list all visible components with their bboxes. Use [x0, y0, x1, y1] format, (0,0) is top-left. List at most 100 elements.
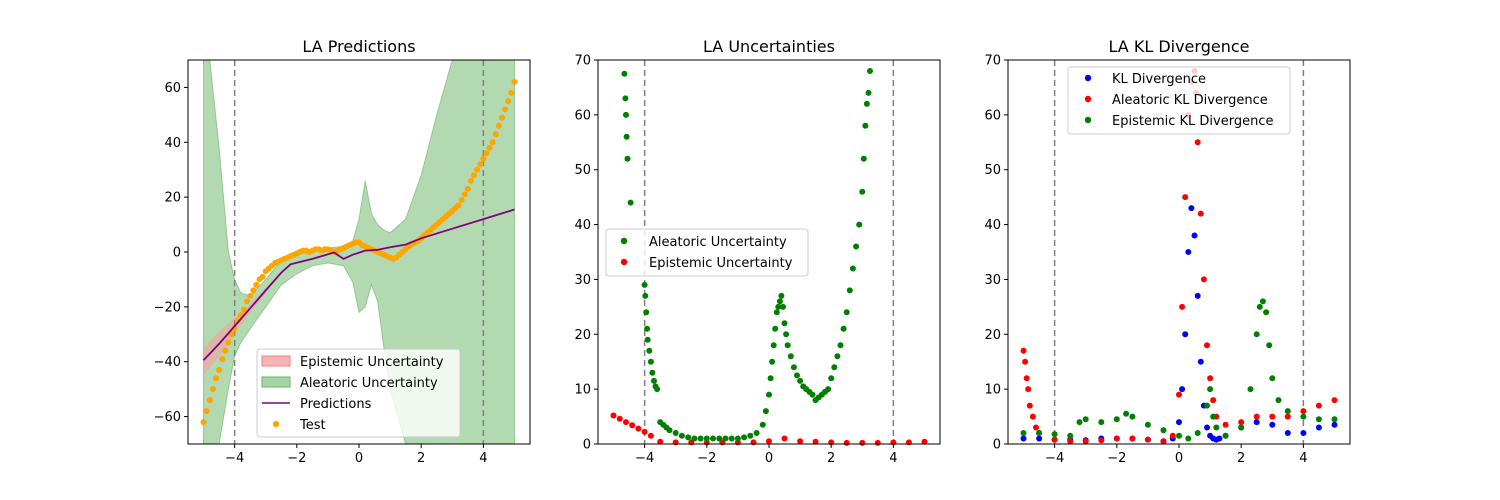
chart-panel-kl-divergence: LA KL Divergence −4 −2 0 2 4010203040506070 …: [984, 37, 1351, 466]
aleatoric-uncertainty-point: [644, 336, 651, 343]
aleatoric-uncertainty-point: [859, 188, 866, 195]
aleatoric-uncertainty-point: [769, 358, 776, 365]
aleatoric-uncertainty-point: [647, 358, 654, 365]
test-point: [502, 106, 509, 113]
epistemic-uncertainty-point: [647, 432, 654, 439]
aleatoric-kl-point: [1269, 413, 1276, 420]
epistemic-kl-point: [1259, 298, 1266, 305]
kl-divergence-point: [1194, 292, 1201, 299]
aleatoric-kl-point: [1082, 438, 1089, 445]
test-point: [483, 150, 490, 157]
epistemic-kl-point: [1213, 424, 1220, 431]
aleatoric-uncertainty-point: [837, 342, 844, 349]
chart-panel-uncertainties: LA Uncertainties −4 −2 0 2 4010203040506070 …: [574, 37, 941, 466]
aleatoric-uncertainty-point: [759, 421, 766, 428]
plot-area: [200, 60, 518, 444]
y-tick-label: 60: [984, 108, 1001, 123]
epistemic-kl-point: [1331, 416, 1338, 423]
aleatoric-uncertainty-point: [672, 430, 679, 436]
epistemic-kl-point: [1036, 430, 1043, 436]
y-tick-label: 30: [574, 273, 591, 288]
aleatoric-uncertainty-point: [840, 325, 847, 332]
legend-swatch-aleatoric: [261, 376, 291, 388]
epistemic-uncertainty-point: [610, 412, 617, 419]
x-tick-label: 0: [355, 451, 363, 466]
y-tick-label: 70: [574, 54, 591, 69]
y-tick-label: 70: [984, 54, 1001, 69]
kl-divergence-point: [1253, 419, 1260, 426]
legend-swatch-epistemic: [620, 258, 628, 266]
aleatoric-uncertainty-point: [722, 435, 729, 442]
epistemic-uncertainty-point: [843, 439, 850, 446]
aleatoric-kl-point: [1222, 421, 1229, 428]
y-tick-label: 50: [984, 163, 1001, 178]
aleatoric-kl-point: [1022, 358, 1029, 365]
plot-content: [200, 60, 518, 444]
epistemic-kl-point: [1204, 402, 1210, 409]
epistemic-kl-point: [1185, 435, 1192, 442]
aleatoric-uncertainty-point: [747, 432, 754, 439]
y-tick-label: 40: [574, 218, 591, 233]
aleatoric-uncertainty-point: [794, 372, 800, 379]
aleatoric-uncertainty-point: [621, 70, 628, 77]
test-point: [495, 122, 502, 129]
legend-box: [256, 348, 461, 438]
aleatoric-kl-point: [1238, 419, 1245, 426]
x-tick-label: 4: [479, 451, 487, 466]
aleatoric-uncertainty-point: [773, 309, 780, 316]
aleatoric-uncertainty-point: [790, 364, 797, 371]
epistemic-kl-point: [1123, 410, 1130, 417]
test-point: [216, 366, 223, 373]
y-tick-label: 0: [583, 438, 591, 453]
aleatoric-uncertainty-point: [853, 243, 860, 250]
aleatoric-uncertainty-point: [716, 435, 723, 442]
aleatoric-uncertainty-point: [623, 111, 629, 118]
test-point: [241, 306, 247, 313]
kl-divergence-point: [1315, 424, 1322, 431]
legend-label-aleatoric-kl: Aleatoric KL Divergence: [1112, 93, 1268, 108]
epistemic-kl-point: [1269, 375, 1276, 382]
aleatoric-uncertainty-point: [766, 391, 772, 398]
epistemic-kl-point: [1247, 386, 1254, 393]
x-tick-label: −4: [1045, 451, 1064, 466]
aleatoric-uncertainty-point: [728, 435, 735, 442]
x-tick-label: 2: [417, 451, 425, 466]
aleatoric-uncertainty-point: [641, 281, 648, 288]
y-tick-label: −60: [154, 410, 181, 425]
aleatoric-uncertainty-point: [825, 386, 832, 393]
kl-divergence-point: [1176, 419, 1182, 426]
aleatoric-kl-point: [1207, 375, 1214, 382]
aleatoric-uncertainty-point: [762, 408, 769, 415]
aleatoric-uncertainty-point: [775, 303, 782, 310]
epistemic-kl-point: [1207, 386, 1214, 393]
epistemic-kl-point: [1194, 430, 1201, 436]
test-point: [259, 273, 266, 280]
legend-swatch-epistemic-kl: [1084, 116, 1092, 124]
epistemic-uncertainty-point: [629, 422, 636, 429]
aleatoric-kl-point: [1176, 391, 1182, 398]
epistemic-uncertainty-point: [766, 438, 772, 445]
test-point: [247, 292, 254, 299]
test-point: [203, 408, 210, 415]
aleatoric-kl-point: [1067, 438, 1074, 445]
kl-divergence-point: [1188, 205, 1195, 212]
test-point: [250, 287, 257, 294]
epistemic-uncertainty-point: [874, 439, 881, 446]
legend: Epistemic Uncertainty Aleatoric Uncertai…: [256, 348, 461, 438]
y-tick-label: −20: [154, 300, 181, 315]
aleatoric-uncertainty-point: [627, 199, 634, 206]
aleatoric-kl-point: [1169, 432, 1176, 439]
x-tick-label: −4: [225, 451, 244, 466]
kl-divergence-point: [1284, 430, 1291, 436]
test-point: [477, 161, 484, 168]
aleatoric-uncertainty-point: [685, 434, 692, 441]
test-point: [213, 375, 219, 382]
test-point: [467, 177, 474, 184]
kl-divergence-point: [1185, 249, 1192, 255]
aleatoric-uncertainty-point: [863, 100, 870, 107]
test-point: [461, 191, 468, 198]
kl-divergence-point: [1269, 421, 1276, 428]
aleatoric-uncertainty-point: [770, 342, 777, 349]
aleatoric-kl-point: [1331, 397, 1338, 404]
